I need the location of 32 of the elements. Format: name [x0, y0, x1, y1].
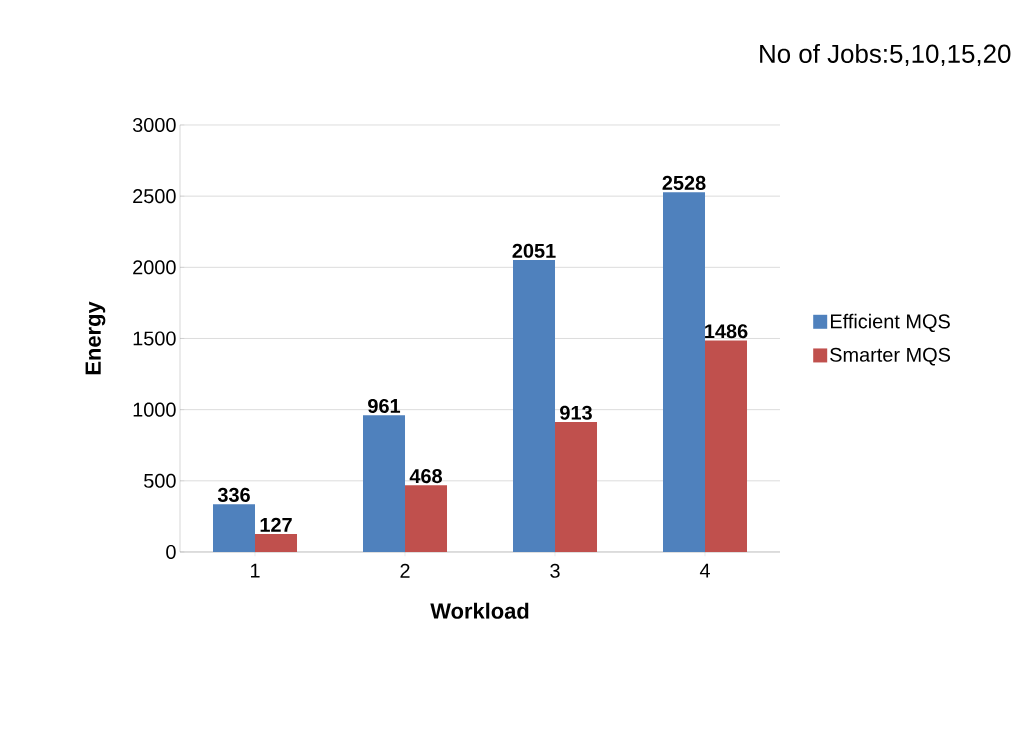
x-tick-label: 4 — [699, 563, 710, 578]
data-label: 336 — [217, 487, 250, 502]
bar — [213, 504, 256, 552]
y-tick-label: 1500 — [133, 331, 176, 346]
x-axis-title: Workload — [430, 602, 529, 619]
y-tick-label: 1000 — [133, 402, 176, 417]
data-label: 468 — [409, 469, 443, 484]
y-axis-title: Energy — [85, 301, 106, 375]
legend-label: Efficient MQS — [831, 313, 950, 333]
y-tick-label: 3000 — [132, 117, 176, 133]
bar — [363, 415, 406, 552]
data-label: 961 — [368, 398, 401, 413]
bar — [555, 422, 598, 552]
x-tick-label: 2 — [400, 563, 410, 578]
bar — [405, 485, 448, 552]
text: No of Jobs:5,10,15,20 — [760, 43, 1011, 67]
bar — [255, 533, 298, 552]
y-tick-label: 500 — [144, 473, 176, 488]
x-tick-label: 3 — [550, 563, 560, 578]
legend-label: Smarter MQS — [830, 347, 951, 366]
bar — [705, 340, 748, 552]
bar — [663, 192, 706, 552]
bar — [513, 260, 556, 552]
data-label: 2051 — [512, 243, 556, 258]
data-label: 913 — [560, 405, 592, 420]
y-tick-label: 2000 — [133, 260, 176, 275]
data-label: 127 — [260, 517, 292, 532]
data-label: 1486 — [705, 324, 748, 339]
x-tick-label: 1 — [250, 563, 260, 578]
y-tick-label: 2500 — [133, 189, 176, 204]
data-label: 2528 — [662, 175, 706, 190]
y-tick-label: 0 — [166, 544, 176, 560]
